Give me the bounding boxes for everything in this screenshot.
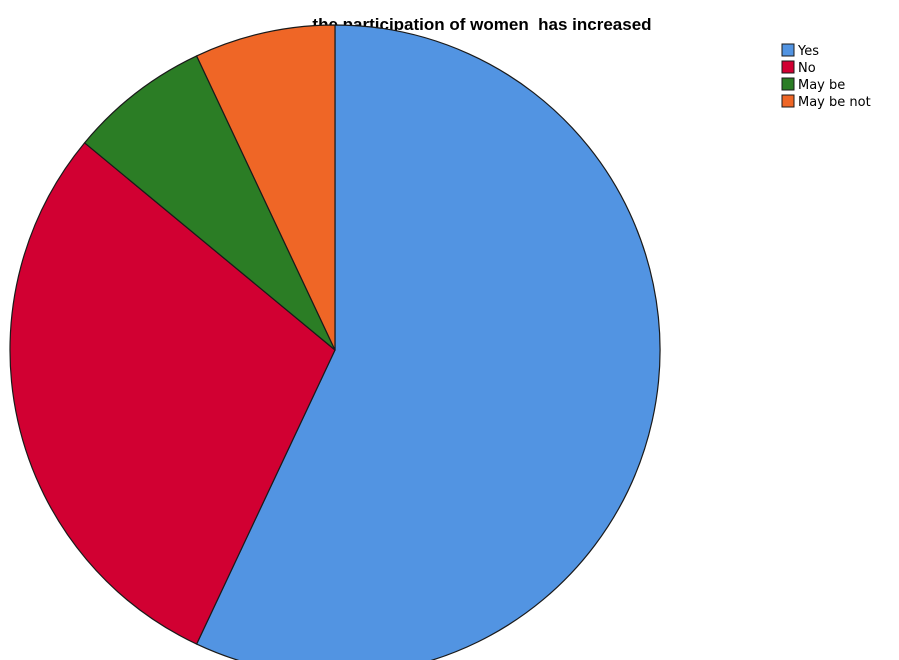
legend-swatch-yes xyxy=(781,43,795,57)
pie-slice-no xyxy=(9,142,336,645)
legend-swatch-may-be xyxy=(781,77,795,91)
legend: Yes No May be May be not xyxy=(781,43,871,110)
pie-slice-yes xyxy=(196,24,661,660)
legend-swatch-no xyxy=(781,60,795,74)
pie-slice-may-be xyxy=(83,55,336,351)
legend-label-no: No xyxy=(798,61,816,76)
legend-label-may-be: May be xyxy=(798,78,845,93)
pie-slice-may-be-not xyxy=(196,24,336,351)
legend-swatch-may-be-not xyxy=(781,94,795,108)
chart-title: the participation of women has increased xyxy=(312,15,651,34)
pie-slices xyxy=(9,24,661,660)
legend-label-yes: Yes xyxy=(797,44,819,59)
legend-label-may-be-not: May be not xyxy=(798,95,871,110)
